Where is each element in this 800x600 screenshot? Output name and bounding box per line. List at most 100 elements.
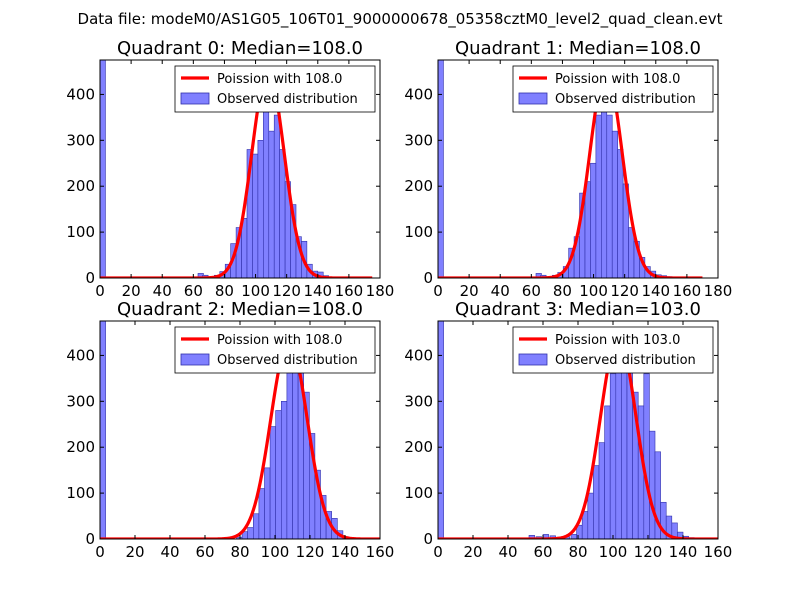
histogram-bar: [590, 162, 597, 278]
x-tick-label: 120: [634, 543, 663, 561]
y-tick-label: 0: [423, 269, 433, 287]
y-tick-label: 200: [66, 438, 95, 456]
histogram-bar: [604, 405, 611, 539]
histogram-bar: [268, 130, 275, 278]
x-tick-label: 40: [498, 543, 517, 561]
histogram-bar: [438, 321, 444, 539]
histogram-bar: [279, 149, 286, 278]
poisson-curve: [438, 69, 704, 278]
legend: Poission with 103.0 Observed distribution: [512, 326, 714, 374]
x-tick-label: 140: [669, 543, 698, 561]
y-tick-label: 400: [404, 346, 433, 364]
plot-area: 0 20 40 60 80 100 120 140 160 0 100 200 300 400 Poissi…: [404, 320, 733, 561]
x-tick-label: 180: [704, 282, 733, 300]
x-tick-label: 60: [184, 282, 203, 300]
axes-frame: [99, 59, 381, 279]
y-tick-label: 200: [404, 438, 433, 456]
y-tick-label: 400: [404, 85, 433, 103]
y-tick-label: 0: [85, 269, 95, 287]
histogram-bar: [570, 534, 577, 539]
x-tick-label: 40: [491, 282, 510, 300]
histogram-bar: [584, 181, 591, 278]
x-tick-label: 80: [553, 282, 572, 300]
x-tick-label: 120: [296, 543, 325, 561]
histogram-bar: [671, 522, 678, 539]
histogram-bar: [275, 410, 282, 539]
histogram-bar: [643, 373, 650, 539]
legend-curve-label: Poission with 108.0: [217, 333, 342, 348]
histogram-bar: [273, 114, 280, 278]
x-tick-label: 20: [460, 282, 479, 300]
y-tick-label: 300: [404, 131, 433, 149]
histogram-bar: [593, 465, 600, 539]
x-tick-label: 0: [95, 282, 105, 300]
histogram-bar: [595, 114, 602, 278]
y-tick-label: 400: [66, 85, 95, 103]
legend-bars-label: Observed distribution: [217, 353, 358, 368]
x-tick-label: 100: [579, 282, 608, 300]
x-tick-label: 140: [641, 282, 670, 300]
histogram-bar: [280, 401, 288, 539]
poisson-curve: [100, 339, 380, 539]
legend-bars-swatch: [180, 353, 210, 366]
subplot-quadrant-2: Quadrant 2: Median=108.0 0 20 40 60 80 100 120…: [66, 299, 394, 561]
histogram-bar: [617, 149, 624, 278]
histogram-bar: [253, 513, 260, 539]
subplot-title: Quadrant 1: Median=108.0: [455, 38, 701, 59]
x-tick-label: 20: [463, 543, 482, 561]
x-tick-label: 160: [673, 282, 702, 300]
legend-bars-label: Observed distribution: [555, 92, 696, 107]
x-tick-label: 140: [303, 282, 332, 300]
plot-content: [438, 60, 704, 278]
legend-bars-swatch: [180, 92, 210, 105]
x-tick-label: 60: [522, 282, 541, 300]
subplot-quadrant-0: Quadrant 0: Median=108.0 0 20 40 60 80 100 120…: [66, 38, 394, 300]
plot-area: 0 20 40 60 80 100 120 140 160 1800100200300400Poi…: [66, 59, 394, 300]
histogram-bar: [100, 321, 106, 539]
histogram-bar: [269, 426, 277, 539]
histogram-bar: [438, 60, 444, 278]
histogram-bar: [587, 492, 594, 539]
legend-bars-label: Observed distribution: [217, 92, 358, 107]
y-tick-label: 200: [66, 177, 95, 195]
figure-suptitle: Data file: modeM0/AS1G05_106T01_90000006…: [78, 10, 723, 29]
legend: Poission with 108.0 Observed distribution: [174, 326, 376, 374]
x-tick-label: 160: [335, 282, 364, 300]
histogram-bar: [286, 368, 293, 539]
histogram-bar: [247, 527, 254, 539]
x-tick-label: 100: [261, 543, 290, 561]
histogram-bar: [258, 488, 265, 539]
legend-curve-label: Poission with 108.0: [555, 72, 680, 87]
x-tick-label: 160: [366, 543, 395, 561]
x-tick-label: 120: [610, 282, 639, 300]
x-tick-label: 40: [160, 543, 179, 561]
y-tick-label: 300: [404, 392, 433, 410]
plot-area: 0 20 40 60 80 100 120 140 160 1800100200300400Poi…: [404, 59, 733, 300]
axes-frame: [437, 59, 719, 279]
legend-bars-label: Observed distribution: [555, 353, 696, 368]
y-tick-label: 0: [85, 530, 95, 548]
x-tick-label: 0: [433, 282, 443, 300]
subplot-quadrant-1: Quadrant 1: Median=108.0 0 20 40 60 80 100 120…: [404, 38, 732, 300]
x-tick-label: 60: [533, 543, 552, 561]
x-tick-label: 40: [153, 282, 172, 300]
histogram-bar: [611, 130, 618, 278]
subplot-title: Quadrant 3: Median=103.0: [455, 299, 701, 320]
subplot-title: Quadrant 2: Median=108.0: [117, 299, 363, 320]
x-tick-label: 100: [599, 543, 628, 561]
x-tick-label: 0: [433, 543, 443, 561]
x-tick-label: 20: [122, 282, 141, 300]
x-tick-label: 60: [195, 543, 214, 561]
legend-curve-label: Poission with 103.0: [555, 333, 680, 348]
y-tick-label: 400: [66, 346, 95, 364]
x-tick-label: 160: [704, 543, 733, 561]
poisson-curve: [438, 335, 718, 539]
legend: Poission with 108.0 Observed distribution: [512, 65, 714, 113]
histogram-bar: [264, 467, 271, 539]
legend-bars-swatch: [518, 353, 548, 366]
histogram-bar: [100, 60, 106, 278]
histogram-bar: [263, 103, 270, 278]
x-tick-label: 20: [125, 543, 144, 561]
histogram-bar: [252, 153, 259, 278]
